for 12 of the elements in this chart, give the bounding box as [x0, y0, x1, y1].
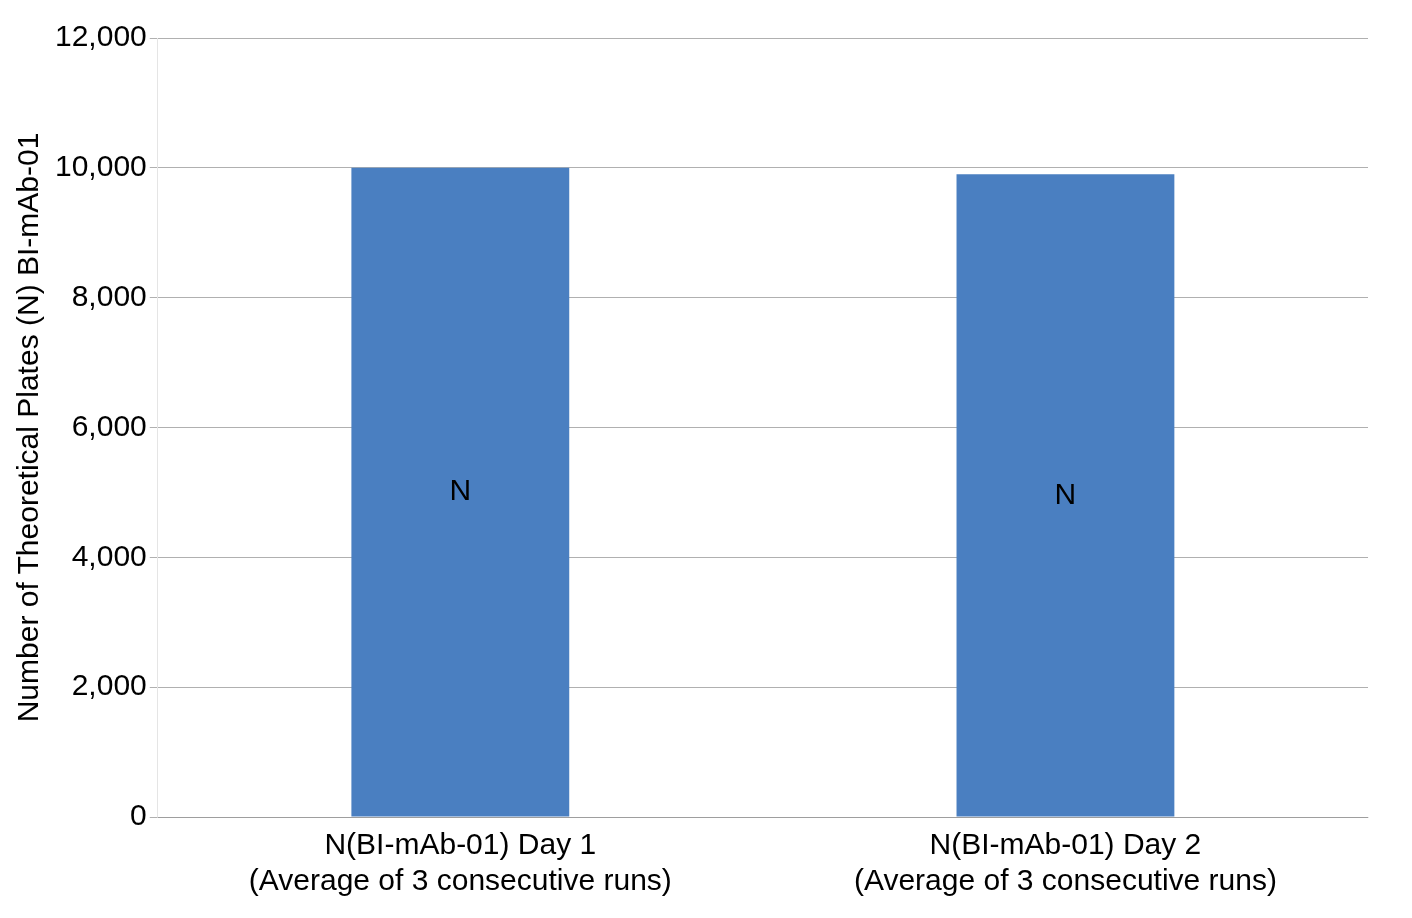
y-tick-label: 8,000 — [71, 278, 147, 312]
x-tick-label: N(BI-mAb-01) Day 2 (Average of 3 consecutive runs) — [853, 827, 1277, 897]
y-tick-label: 12,000 — [54, 19, 147, 53]
y-tick-label: 0 — [130, 798, 147, 832]
annotation: N — [1054, 476, 1077, 510]
y-tick-label: 2,000 — [71, 668, 147, 702]
y-tick-label: 10,000 — [54, 149, 147, 183]
annotation: N — [449, 473, 472, 507]
x-tick-label: N(BI-mAb-01) Day 1 (Average of 3 consecutive runs) — [248, 827, 672, 897]
y-axis-title: Number of Theoretical Plates (N) BI-mAb-01 — [11, 132, 45, 723]
y-tick-label: 6,000 — [71, 408, 147, 442]
y-tick-label: 4,000 — [71, 538, 147, 572]
